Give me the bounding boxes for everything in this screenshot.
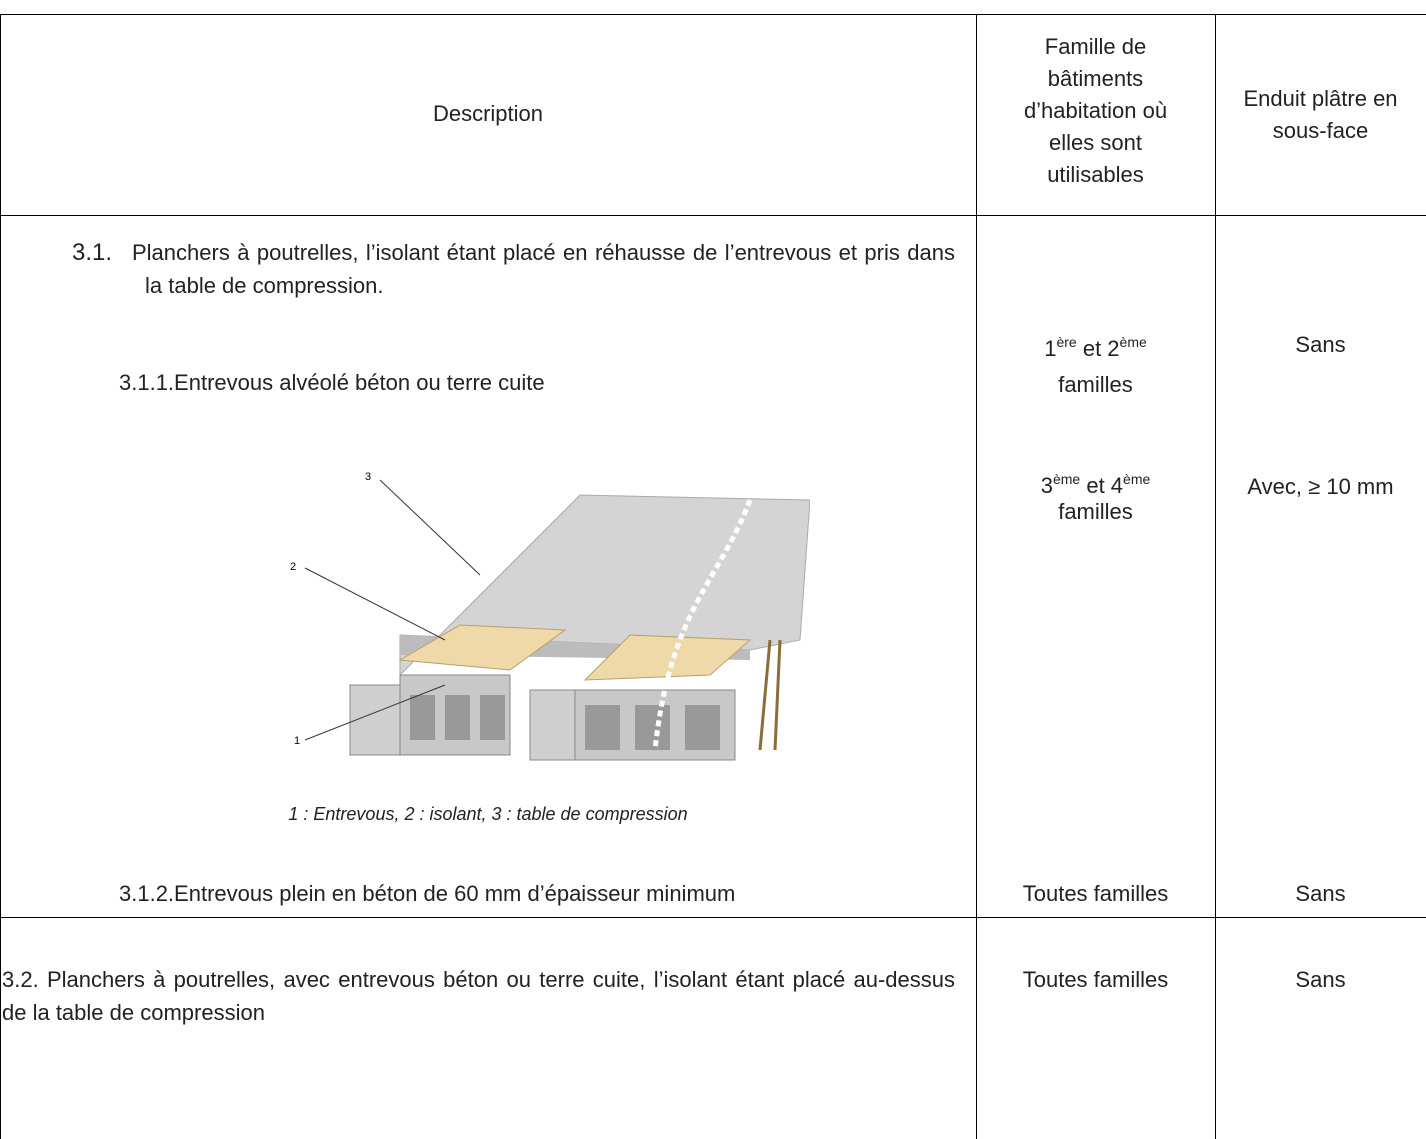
border (0, 215, 1426, 216)
cell (480, 695, 505, 740)
border (0, 14, 1426, 15)
header-line: Famille de (1044, 34, 1147, 59)
subsection: 3.1.1.Entrevous alvéolé béton ou terre c… (119, 370, 545, 395)
text: familles (1058, 499, 1133, 524)
rebar (773, 639, 782, 751)
row-text: Planchers à poutrelles, l’isolant étant … (132, 240, 955, 298)
famille-cell: 3ème et 4ème familles (976, 471, 1215, 525)
sup: ème (1123, 471, 1151, 487)
figure-label: 1 (294, 735, 300, 747)
figure: 1 2 3 (290, 471, 810, 761)
cell (585, 705, 620, 750)
enduit-cell: Sans (1295, 967, 1346, 992)
header-line: d’habitation où (1023, 98, 1168, 123)
row-number: 3.1. (72, 239, 113, 266)
text: familles (1058, 372, 1133, 397)
enduit-cell: Sans (1295, 332, 1346, 357)
border (0, 14, 1, 1139)
beam (349, 684, 401, 756)
header-famille: Famille de bâtiments d’habitation où elles … (976, 31, 1215, 191)
header-line: sous-face (1272, 118, 1369, 143)
subsection: 3.1.2.Entrevous plein en béton de 60 mm … (119, 881, 736, 906)
row-text: 3.1. Planchers à poutrelles, l’isolant ét… (72, 236, 955, 302)
famille-cell: Toutes familles (1022, 967, 1169, 992)
sup: ème (1052, 471, 1081, 487)
rebar (758, 639, 772, 751)
border (1215, 14, 1216, 1139)
enduit-cell: Avec, ≥ 10 mm (1247, 474, 1394, 499)
sup: ère (1056, 334, 1077, 350)
figure-caption: 1 : Entrevous, 2 : isolant, 3 : table de… (288, 804, 688, 824)
border (0, 917, 1426, 918)
header-line: bâtiments (1047, 66, 1144, 91)
text: 3 (1040, 473, 1053, 498)
famille-cell: Toutes familles (1022, 881, 1169, 906)
famille-cell: 1ère et 2ème familles (976, 331, 1215, 403)
header-line: elles sont (1049, 130, 1142, 155)
row-text: 3.2. Planchers à poutrelles, avec entrev… (2, 967, 955, 1025)
figure-label: 2 (290, 561, 296, 573)
figure-label: 3 (365, 471, 371, 483)
header-line: utilisables (1047, 162, 1144, 187)
cell (635, 705, 670, 750)
cell (685, 705, 720, 750)
leader (379, 479, 481, 576)
text: 1 (1044, 336, 1057, 361)
enduit-cell: Sans (1295, 881, 1346, 906)
header-enduit: Enduit plâtre en sous-face (1215, 83, 1426, 147)
sup: ème (1119, 334, 1147, 350)
cell (410, 695, 435, 740)
text: et 4 (1080, 473, 1124, 498)
cut-line (652, 499, 753, 751)
header-line: Enduit plâtre en (1243, 86, 1398, 111)
text: et 2 (1076, 336, 1120, 361)
insulation (398, 624, 567, 671)
border (976, 14, 977, 1139)
leader (304, 567, 446, 641)
header-description: Description (432, 101, 544, 126)
beam (529, 689, 576, 761)
leader (304, 684, 446, 741)
cell (445, 695, 470, 740)
